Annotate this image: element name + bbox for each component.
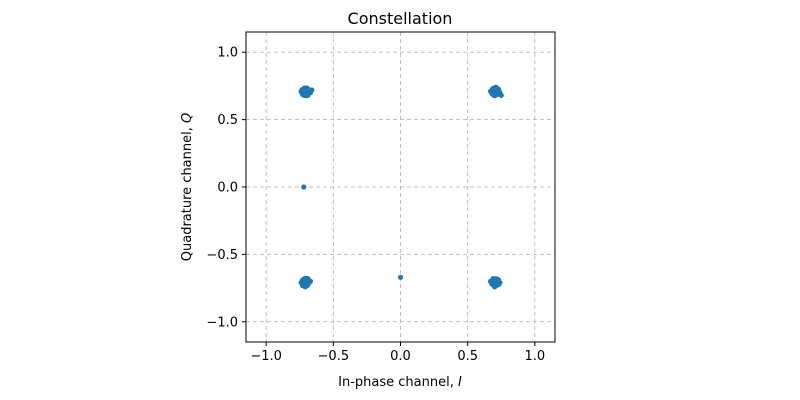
data-point bbox=[491, 284, 498, 290]
data-point bbox=[302, 86, 308, 92]
y-tick-label: 1.0 bbox=[217, 46, 238, 61]
data-point bbox=[491, 92, 498, 98]
y-tick-label: −1.0 bbox=[206, 315, 238, 330]
x-tick-label: −1.0 bbox=[250, 349, 282, 364]
axis-ticks: −1.0 −0.5 0.0 0.5 1.0 −1.0 −0.5 0.0 0.5 1.0 bbox=[206, 46, 545, 364]
data-point bbox=[309, 87, 315, 93]
data-point bbox=[301, 184, 307, 190]
data-point bbox=[493, 84, 499, 90]
y-tick-label: 0.0 bbox=[217, 181, 238, 196]
x-axis-label: In-phase channel, I bbox=[338, 375, 462, 390]
x-tick-label: −0.5 bbox=[318, 349, 350, 364]
data-points bbox=[298, 84, 504, 290]
x-tick-label: 0.0 bbox=[390, 349, 411, 364]
data-point bbox=[302, 284, 308, 290]
x-tick-label: 0.5 bbox=[457, 349, 478, 364]
data-point bbox=[307, 278, 314, 284]
data-point bbox=[487, 278, 494, 284]
y-axis-label: Quadrature channel, Q bbox=[180, 113, 195, 261]
data-point bbox=[298, 280, 304, 286]
data-point bbox=[303, 91, 310, 97]
y-tick-label: −0.5 bbox=[206, 248, 238, 263]
chart-title: Constellation bbox=[348, 9, 453, 28]
data-point bbox=[303, 278, 310, 284]
grid-lines bbox=[246, 32, 555, 342]
x-tick-label: 1.0 bbox=[525, 349, 546, 364]
y-tick-label: 0.5 bbox=[217, 113, 238, 128]
data-point bbox=[397, 274, 404, 280]
data-point bbox=[498, 92, 504, 98]
data-point bbox=[298, 88, 304, 94]
data-point bbox=[487, 88, 494, 94]
